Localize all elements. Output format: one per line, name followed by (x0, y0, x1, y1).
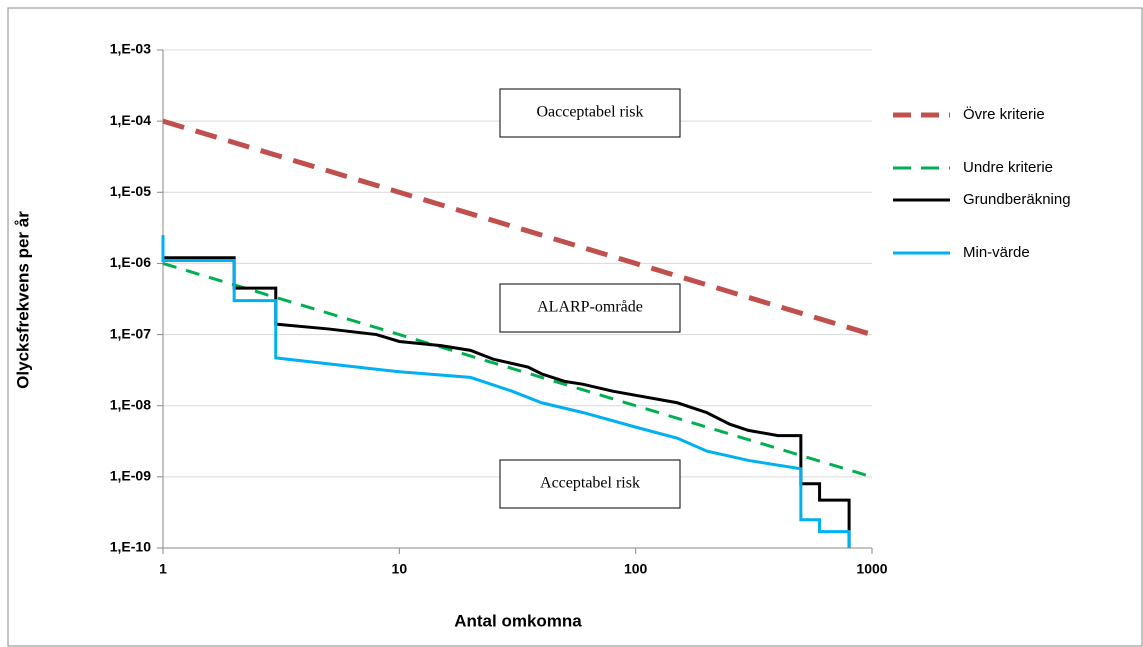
legend-label: Övre kriterie (963, 105, 1045, 123)
series-line (162, 118, 873, 337)
x-tick-label: 100 (624, 561, 648, 577)
annotation-box (499, 88, 681, 138)
y-tick-label: 1,E-07 (110, 325, 151, 341)
x-tick-label: 1 (159, 561, 167, 577)
x-tick-label: 1000 (856, 561, 887, 577)
x-axis-label: Antal omkomna (454, 611, 582, 630)
y-axis-label: Olycksfrekvens per år (13, 211, 32, 389)
y-tick-label: 1,E-04 (110, 112, 151, 128)
annotation: ALARP-område (537, 299, 643, 316)
series-line (162, 261, 873, 479)
series-line (163, 256, 851, 548)
y-tick-label: 1,E-03 (110, 41, 151, 57)
y-tick-label: 1,E-08 (110, 396, 151, 412)
series-line (161, 235, 851, 548)
y-tick-label: 1,E-09 (110, 468, 151, 484)
y-tick-label: 1,E-06 (110, 254, 151, 270)
y-tick-label: 1,E-05 (110, 183, 151, 199)
legend-label: Undre kriterie (963, 159, 1053, 176)
annotation: Acceptabel risk (540, 475, 640, 492)
annotation-box (499, 459, 681, 509)
legend-label: Grundberäkning (963, 191, 1071, 208)
y-tick-label: 1,E-10 (110, 539, 151, 555)
annotation-box (499, 283, 681, 333)
annotation: Oacceptabel risk (536, 104, 643, 121)
x-tick-label: 10 (392, 561, 408, 577)
legend-label: Min-värde (963, 244, 1030, 261)
